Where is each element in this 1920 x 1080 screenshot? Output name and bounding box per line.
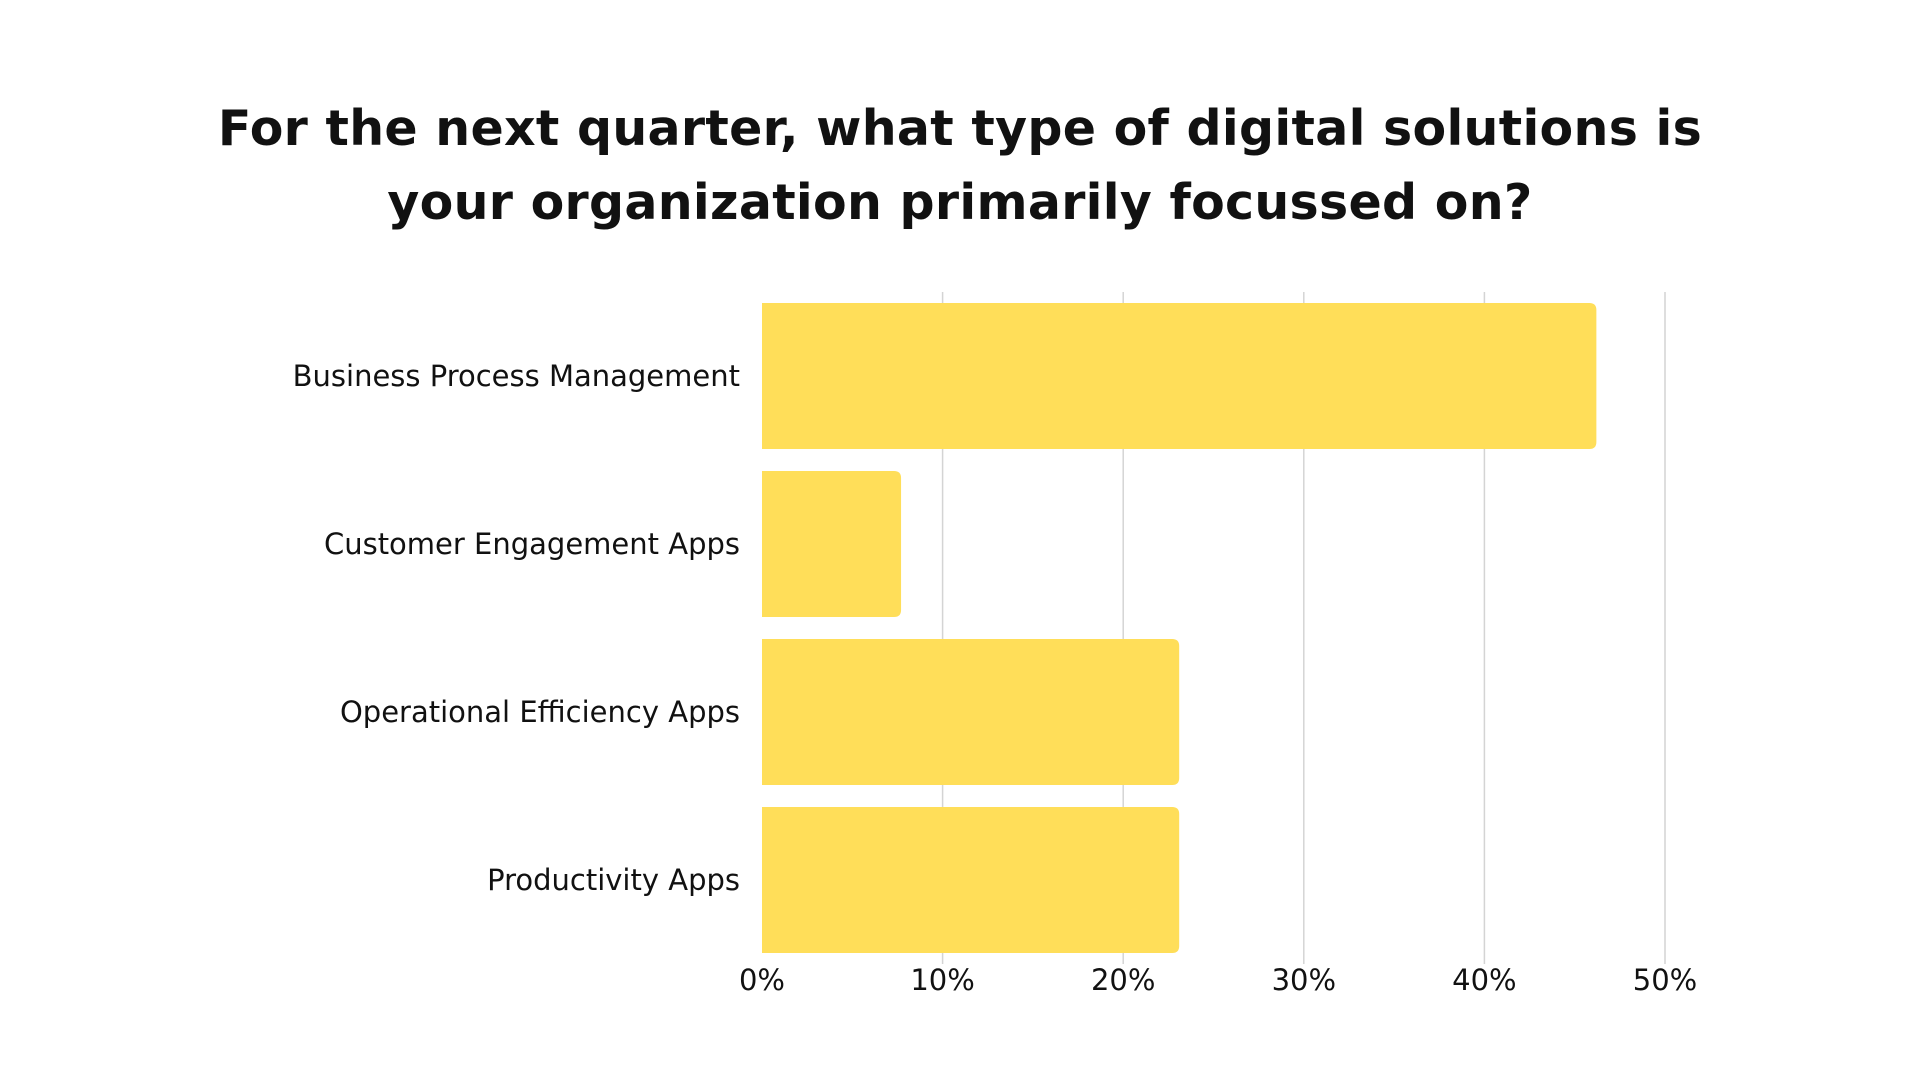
category-labels: Business Process Management Customer Enga… [293, 359, 740, 897]
bars [762, 303, 1597, 953]
x-tick-label: 20% [1091, 963, 1155, 997]
x-tick-label: 10% [910, 963, 974, 997]
category-label: Operational Efficiency Apps [340, 695, 740, 729]
category-label: Productivity Apps [487, 863, 740, 897]
chart-title: For the next quarter, what type of digit… [217, 100, 1703, 231]
bar-productivity-apps [762, 807, 1180, 953]
x-tick-label: 40% [1452, 963, 1516, 997]
x-axis-tick-labels: 0% 10% 20% 30% 40% 50% [739, 963, 1697, 997]
category-label: Business Process Management [293, 359, 740, 393]
bar-operational-efficiency-apps [762, 639, 1180, 785]
bar-business-process-management [762, 303, 1597, 449]
x-tick-label: 50% [1633, 963, 1697, 997]
x-tick-label: 0% [739, 963, 785, 997]
category-label: Customer Engagement Apps [324, 527, 740, 561]
bar-customer-engagement-apps [762, 471, 902, 617]
x-tick-label: 30% [1272, 963, 1336, 997]
